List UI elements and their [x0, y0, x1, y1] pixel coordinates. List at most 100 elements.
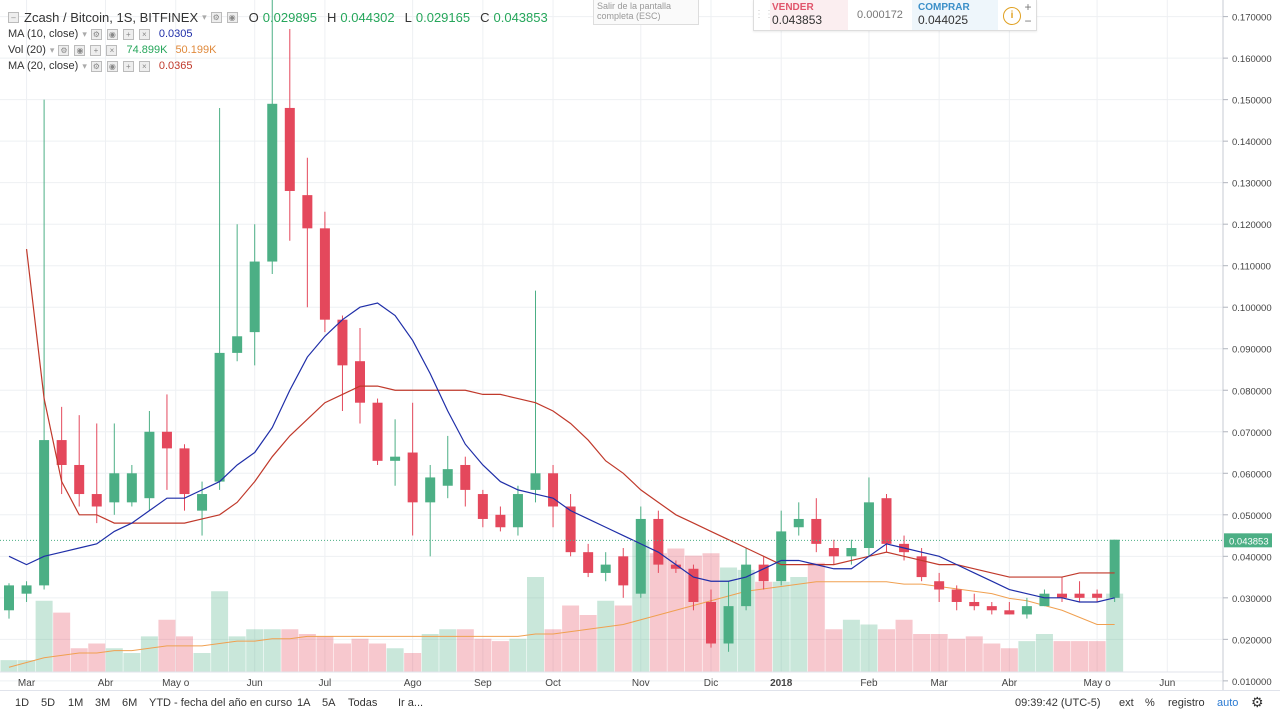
settings-icon[interactable]: ⚙: [90, 28, 102, 40]
gear-icon[interactable]: ⚙: [1251, 694, 1264, 710]
volume-bar: [333, 643, 351, 672]
candle-body: [425, 477, 436, 503]
candle-body: [179, 448, 190, 495]
last-price-badge: [1224, 533, 1272, 548]
volume-bar: [123, 653, 141, 672]
ma20-value: 0.0365: [158, 60, 193, 72]
candle-body: [618, 556, 629, 586]
plus-icon[interactable]: +: [122, 60, 134, 72]
close-icon[interactable]: ×: [138, 60, 150, 72]
chevron-down-icon[interactable]: ▾: [49, 44, 55, 55]
volume-bar: [439, 629, 457, 672]
candle-body: [74, 464, 85, 495]
volume-bar: [211, 591, 229, 672]
volume-bar: [263, 629, 281, 672]
open-label: O: [248, 10, 259, 25]
drag-handle-icon[interactable]: ⋮⋮: [754, 9, 774, 20]
time-tick-label: Sep: [474, 678, 492, 689]
range-5d[interactable]: 5D: [41, 697, 56, 709]
settings-icon[interactable]: ⚙: [90, 60, 102, 72]
candle-body: [916, 556, 927, 578]
range-6m[interactable]: 6M: [122, 697, 138, 709]
volume-bar: [772, 581, 790, 672]
volume-bar: [140, 636, 158, 672]
ma10-line: [8, 302, 1115, 603]
chevron-down-icon[interactable]: ▾: [82, 60, 87, 71]
candle-body: [530, 473, 541, 490]
range-ytd[interactable]: YTD - fecha del año en curso: [149, 697, 293, 709]
candle-body: [1004, 610, 1015, 615]
candle-body: [828, 548, 839, 557]
info-button[interactable]: i: [998, 0, 1026, 30]
candle-body: [706, 601, 716, 644]
eye-icon[interactable]: ◉: [74, 44, 86, 56]
buy-button[interactable]: COMPRAR 0.044025: [912, 0, 998, 30]
percent-toggle[interactable]: %: [1145, 697, 1155, 709]
volume-bar: [614, 605, 632, 672]
clock-time[interactable]: 09:39:42 (UTC-5): [1015, 697, 1101, 709]
candle-body: [1074, 593, 1085, 598]
settings-icon[interactable]: ⚙: [210, 12, 222, 23]
candle-body: [512, 494, 523, 528]
buy-price: 0.044025: [918, 13, 969, 27]
range-1d[interactable]: 1D: [15, 697, 30, 709]
price-tick-label: 0.170000: [1232, 13, 1272, 24]
range-3m[interactable]: 3M: [95, 697, 111, 709]
volume-bar: [105, 648, 123, 672]
ext-toggle[interactable]: ext: [1119, 697, 1134, 709]
eye-icon[interactable]: ◉: [226, 12, 238, 23]
candle-body: [284, 107, 295, 191]
range-1m[interactable]: 1M: [68, 697, 84, 709]
vol-value: 74.899K: [126, 44, 168, 56]
chevron-down-icon[interactable]: ▾: [202, 12, 207, 22]
range-all[interactable]: Todas: [348, 697, 378, 709]
close-icon[interactable]: ×: [138, 28, 150, 40]
log-toggle[interactable]: registro: [1168, 697, 1205, 709]
time-tick-label: Nov: [632, 678, 650, 689]
volume-bar: [842, 619, 860, 672]
price-tick-label: 0.010000: [1232, 677, 1272, 688]
volume-bar: [1071, 641, 1089, 672]
high-value: 0.044302: [340, 10, 395, 25]
volume-bar: [807, 562, 825, 672]
price-tick-label: 0.140000: [1232, 137, 1272, 148]
eye-icon[interactable]: ◉: [106, 28, 118, 40]
candle-body: [688, 568, 699, 602]
zoom-out-button[interactable]: −: [1024, 14, 1032, 28]
collapse-icon[interactable]: –: [8, 12, 19, 23]
sell-button[interactable]: VENDER 0.043853: [770, 0, 848, 30]
eye-icon[interactable]: ◉: [106, 60, 118, 72]
candle-body: [407, 452, 418, 503]
price-tick-label: 0.160000: [1232, 54, 1272, 65]
chevron-down-icon[interactable]: ▾: [82, 28, 87, 39]
ma10-legend: MA (10, close) ▾ ⚙ ◉ + × 0.0305: [8, 28, 193, 40]
volume-bar: [88, 643, 106, 672]
settings-icon[interactable]: ⚙: [58, 44, 70, 56]
time-tick-label: Jun: [1159, 678, 1175, 689]
fullscreen-exit-tip[interactable]: Salir de la pantalla completa (ESC): [593, 0, 699, 25]
volume-bar: [755, 581, 773, 672]
volume-bar: [298, 634, 316, 672]
candle-body: [337, 319, 348, 366]
zoom-in-button[interactable]: +: [1024, 0, 1032, 14]
auto-scale-toggle[interactable]: auto: [1217, 697, 1239, 709]
range-1a[interactable]: 1A: [297, 697, 311, 709]
plus-icon[interactable]: +: [90, 44, 102, 56]
close-icon[interactable]: ×: [106, 44, 118, 56]
candle-body: [600, 564, 611, 573]
price-chart[interactable]: 0.170000 0.160000 0.150000 0.140000 0.130000…: [0, 0, 1280, 690]
range-5a[interactable]: 5A: [322, 697, 336, 709]
low-label: L: [404, 10, 412, 25]
volume-bar: [597, 600, 615, 672]
plus-icon[interactable]: +: [122, 28, 134, 40]
candle-body: [1021, 606, 1032, 615]
time-tick-label: 2018: [770, 678, 793, 689]
price-tick-label: 0.020000: [1232, 635, 1272, 646]
volume-bar: [176, 636, 193, 672]
candle-body: [635, 518, 646, 594]
volume-bar: [316, 636, 334, 672]
volume-bar: [228, 636, 246, 672]
volume-bar: [1053, 641, 1071, 672]
time-tick-label: Abr: [98, 678, 114, 689]
goto-date-button[interactable]: Ir a...: [398, 697, 424, 709]
